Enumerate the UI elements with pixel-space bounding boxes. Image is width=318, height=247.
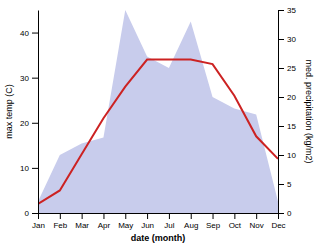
tick: 0 [25,209,38,218]
tick-mark [169,213,170,219]
tick-mark [32,123,38,124]
tick: 0 [278,209,292,218]
tick-label: 20 [287,93,296,102]
tick-mark [125,213,126,219]
tick: Dec [271,213,285,230]
x-axis-title: date (month) [131,233,186,243]
tick-mark [213,213,214,219]
tick: May [118,213,133,230]
tick-mark [278,213,284,214]
tick-label: Dec [271,221,285,230]
tick-label: Mar [75,221,89,230]
tick-label: Oct [229,221,242,230]
tick: Aug [184,213,198,230]
tick-mark [278,184,284,185]
tick-mark [234,213,235,219]
tick: Feb [53,213,67,230]
tick-label: Aug [184,221,198,230]
tick-mark [82,213,83,219]
tick-mark [38,213,39,219]
tick: 30 [278,35,296,44]
tick-mark [103,213,104,219]
tick-mark [278,10,284,11]
y-axis: 0 10 20 30 40 [20,11,38,219]
tick-mark [60,213,61,219]
tick: 5 [278,180,292,189]
tick: 35 [278,6,296,15]
axis-line [38,11,39,214]
tick: Jan [32,213,45,230]
tick-label: Sep [206,221,221,230]
tick: Mar [75,213,89,230]
plot-area: JanFebMarAprMayJunJulAugSepOctNovDec0102… [4,6,314,243]
tick-mark [32,33,38,34]
tick-label: 30 [287,35,296,44]
tick: Nov [250,213,264,230]
tick: Oct [229,213,242,230]
tick: Sep [206,213,221,230]
tick: 15 [278,122,296,131]
y2-axis-title: med. precipitation (kg/m2) [304,59,314,163]
tick-mark [147,213,148,219]
tick-label: 5 [287,180,292,189]
tick-label: Apr [98,221,111,230]
tick: Jul [164,213,174,230]
tick: 25 [278,64,296,73]
tick-mark [278,155,284,156]
tick-mark [278,97,284,98]
tick-label: 20 [20,119,29,128]
tick: 20 [278,93,296,102]
tick-mark [32,168,38,169]
tick: 40 [20,29,38,38]
y2-axis: 0 5 10 15 20 25 30 35 [278,6,296,218]
tick-label: 15 [287,122,296,131]
tick-label: 10 [20,164,29,173]
tick-label: May [118,221,133,230]
axis-line [278,11,279,214]
tick-mark [278,126,284,127]
tick-label: Feb [53,221,67,230]
marks [38,10,278,213]
tick-label: Nov [250,221,264,230]
precipitation-area [38,10,278,213]
tick-label: 10 [287,151,296,160]
axis-line [39,213,279,214]
tick: 10 [278,151,296,160]
tick-mark [32,213,38,214]
chart: JanFebMarAprMayJunJulAugSepOctNovDec0102… [0,0,318,247]
tick-label: 25 [287,64,296,73]
tick: Apr [98,213,111,230]
tick: 20 [20,119,38,128]
y-axis-title: max temp (C) [4,84,14,139]
tick: Jun [141,213,154,230]
tick: 30 [20,74,38,83]
tick-mark [278,39,284,40]
tick-mark [191,213,192,219]
tick-label: 35 [287,6,296,15]
x-axis: Jan Feb Mar Apr May Jun Jul Aug Sep Oct Nov Dec [32,213,286,230]
tick-mark [32,78,38,79]
tick-label: 0 [287,209,292,218]
tick: 10 [20,164,38,173]
tick-label: 0 [25,209,30,218]
tick-label: Jun [141,221,154,230]
temperature-line [38,60,278,204]
tick-mark [278,68,284,69]
tick-label: Jul [164,221,174,230]
tick-label: Jan [32,221,45,230]
tick-mark [256,213,257,219]
tick-label: 30 [20,74,29,83]
tick-label: 40 [20,29,29,38]
